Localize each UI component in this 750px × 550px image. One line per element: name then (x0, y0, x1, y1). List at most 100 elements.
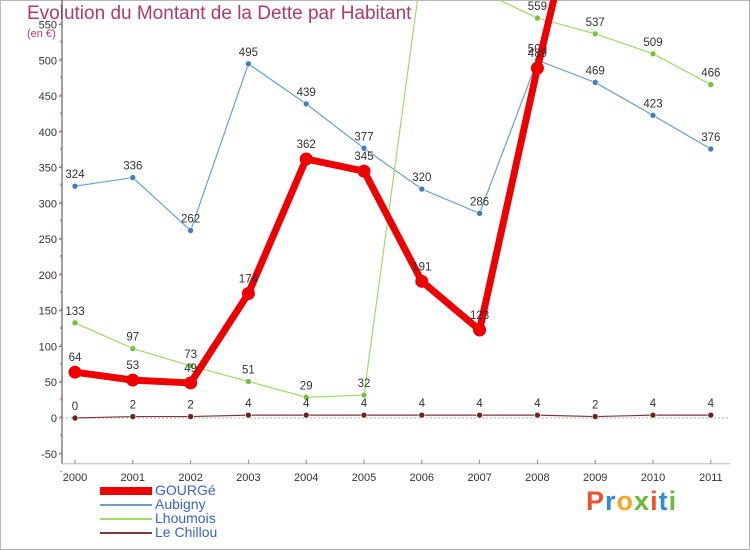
y-axis-dot (60, 129, 62, 133)
legend-swatch (100, 504, 152, 506)
y-axis-dot (60, 201, 62, 204)
unit-label: (en €) (27, 28, 56, 40)
y-tick-label: 0 (51, 413, 57, 425)
y-axis-dot (60, 165, 62, 168)
data-label: 4 (419, 398, 426, 410)
data-point (707, 81, 715, 88)
data-point (649, 112, 657, 119)
data-label: 2 (187, 400, 193, 412)
data-label: 174 (239, 274, 259, 286)
legend-label: Le Chillou (155, 524, 218, 540)
data-label: 4 (534, 398, 541, 410)
data-label: 469 (586, 65, 605, 77)
data-point (71, 182, 79, 190)
data-point (184, 376, 198, 390)
y-axis-dot (60, 111, 62, 115)
data-label: 4 (303, 398, 310, 410)
data-point (241, 287, 255, 301)
y-tick-label: 400 (39, 127, 57, 139)
data-label: 32 (358, 378, 371, 390)
data-point (534, 14, 541, 22)
data-point (473, 323, 487, 337)
y-tick-label: 100 (39, 341, 57, 353)
x-tick-label: 2007 (467, 472, 491, 484)
data-point (187, 227, 194, 234)
series-line (74, 0, 712, 398)
data-label: 64 (69, 352, 82, 364)
data-point (530, 61, 544, 75)
y-tick-label: 50 (45, 377, 57, 389)
y-axis-dot (60, 416, 62, 419)
y-axis-dot (60, 398, 62, 401)
y-axis-dot (60, 94, 62, 97)
data-label: 0 (72, 401, 78, 413)
x-tick-label: 2000 (63, 472, 87, 484)
data-point (129, 345, 137, 352)
y-axis-dot (60, 362, 62, 365)
logo-letter: t (658, 486, 669, 516)
series-line (71, 0, 558, 387)
y-tick-label: 200 (39, 270, 57, 282)
x-tick-label: 2011 (699, 472, 723, 484)
y-tick-label: 250 (39, 234, 57, 246)
data-point (591, 79, 599, 86)
series-line (74, 414, 712, 419)
data-label: 423 (643, 98, 662, 110)
y-tick-label: 500 (39, 55, 57, 67)
data-label: 362 (297, 139, 316, 151)
data-label: 466 (701, 68, 720, 80)
y-axis-dot (60, 147, 62, 151)
data-label: 4 (708, 398, 715, 410)
plot-area: 3243362624954393773202865004694233761339… (65, 0, 720, 422)
data-point (707, 145, 715, 153)
data-point (534, 411, 541, 419)
y-axis-dot (60, 290, 62, 294)
y-axis-dot (60, 4, 62, 7)
y-tick-label: 550 (39, 19, 57, 31)
x-tick-label: 2005 (352, 472, 376, 484)
data-label: 191 (412, 261, 431, 273)
data-point (418, 185, 426, 193)
data-point (71, 414, 79, 422)
data-label: 345 (354, 151, 373, 163)
data-label: 286 (470, 196, 489, 208)
data-label: 324 (65, 169, 85, 181)
y-tick-label: 450 (39, 91, 57, 103)
data-point (129, 174, 137, 181)
chart-title: Evolution du Montant de la Dette par Hab… (27, 3, 412, 24)
series-line (74, 59, 712, 232)
data-point (126, 373, 140, 387)
data-label: 377 (354, 131, 373, 143)
series-lhoumois: 1339773512932629597559537509466 (65, 0, 720, 401)
chart-axes: -500501001502002503003504004505005506006… (39, 0, 730, 484)
data-label: 73 (184, 349, 197, 361)
data-point (245, 60, 252, 68)
y-axis-dot (60, 255, 62, 258)
data-point (299, 152, 313, 166)
y-axis-dot (60, 40, 62, 43)
data-label: 4 (476, 398, 483, 410)
x-tick-label: 2009 (583, 472, 607, 484)
y-axis-dot (60, 58, 62, 61)
data-label: 495 (239, 47, 258, 59)
data-point (71, 319, 79, 327)
logo-letter: P (586, 486, 606, 516)
y-axis-dot (60, 22, 62, 25)
data-label: 97 (126, 332, 139, 344)
data-label: 53 (126, 360, 139, 372)
data-point (357, 164, 371, 178)
y-axis-dot (60, 272, 62, 276)
data-label: 439 (297, 87, 316, 99)
x-tick-label: 2003 (236, 472, 260, 484)
data-point (245, 411, 252, 419)
data-label: 4 (245, 398, 252, 410)
data-label: 559 (528, 1, 547, 13)
data-point (302, 411, 310, 419)
data-point (302, 393, 310, 401)
y-axis-dot (60, 308, 62, 312)
y-axis-dot (60, 219, 62, 222)
data-point (476, 411, 483, 419)
